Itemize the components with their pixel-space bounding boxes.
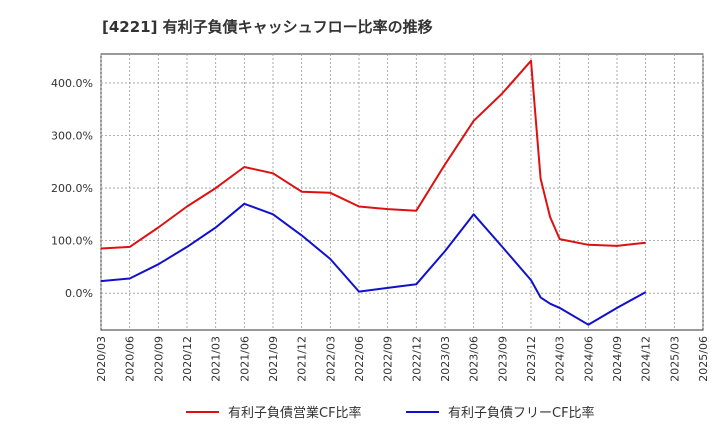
- x-tick-label: 2020/09: [152, 336, 165, 382]
- x-tick-label: 2020/06: [124, 336, 137, 382]
- x-tick-label: 2022/09: [382, 336, 395, 382]
- x-tick-label: 2021/03: [210, 336, 223, 382]
- legend-label-free-cf: 有利子負債フリーCF比率: [448, 405, 595, 421]
- chart-title: [4221] 有利子負債キャッシュフロー比率の推移: [102, 18, 433, 36]
- y-tick-label: 100.0%: [51, 235, 93, 248]
- x-tick-label: 2024/03: [554, 336, 567, 382]
- x-tick-label: 2020/03: [95, 336, 108, 382]
- series-line-0: [100, 59, 646, 250]
- legend: 有利子負債営業CF比率 有利子負債フリーCF比率: [186, 405, 595, 421]
- series-lines: [100, 59, 647, 326]
- y-tick-label: 400.0%: [51, 77, 93, 90]
- x-tick-label: 2020/12: [181, 336, 194, 382]
- plot-area: [100, 53, 704, 331]
- x-tick-label: 2022/12: [410, 336, 423, 382]
- x-tick-label: 2024/09: [611, 336, 624, 382]
- x-tick-label: 2021/12: [296, 336, 309, 382]
- x-tick-label: 2021/06: [238, 336, 251, 382]
- x-tick-label: 2024/06: [582, 336, 595, 382]
- x-tick-label: 2025/03: [668, 336, 681, 382]
- x-tick-label: 2023/03: [439, 336, 452, 382]
- y-tick-label: 0.0%: [65, 287, 93, 300]
- x-tick-label: 2023/12: [525, 336, 538, 382]
- x-tick-label: 2022/06: [353, 336, 366, 382]
- legend-label-operating-cf: 有利子負債営業CF比率: [228, 405, 362, 421]
- y-tick-label: 200.0%: [51, 182, 93, 195]
- y-tick-label: 300.0%: [51, 129, 93, 142]
- x-tick-label: 2021/09: [267, 336, 280, 382]
- grid: [100, 54, 704, 330]
- y-axis-ticks: 0.0% 100.0% 200.0% 300.0% 400.0%: [51, 77, 93, 300]
- x-tick-label: 2023/09: [496, 336, 509, 382]
- x-tick-label: 2024/12: [640, 336, 653, 382]
- x-tick-label: 2023/06: [468, 336, 481, 382]
- x-tick-label: 2022/03: [324, 336, 337, 382]
- x-tick-label: 2025/06: [697, 336, 710, 382]
- x-axis-ticks: 2020/03 2020/06 2020/09 2020/12 2021/03 2021/…: [95, 336, 710, 382]
- series-line-1: [100, 202, 647, 326]
